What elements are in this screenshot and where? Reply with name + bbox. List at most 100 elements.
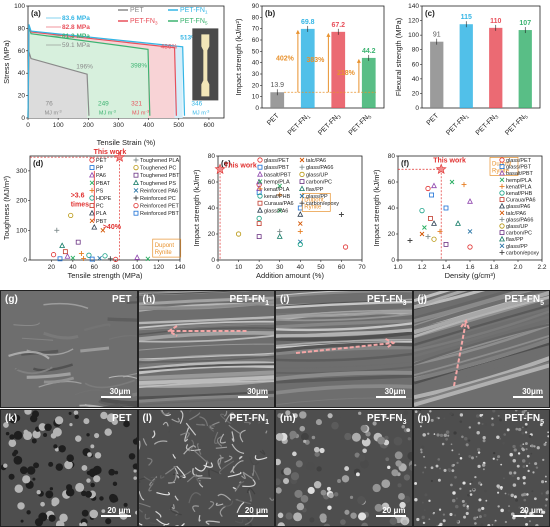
bar <box>430 41 444 109</box>
texture-grain <box>209 421 220 430</box>
texture-grain <box>437 524 441 526</box>
texture-grain <box>423 466 426 469</box>
x-tick-label: 80 <box>112 264 120 271</box>
impact-strength-chart: 0 10 20 30 40 50 60 70 80 90 Impact strength (kJ/m… <box>234 3 385 138</box>
category-label: PET-FN5 <box>348 112 374 138</box>
texture-grain <box>421 471 424 474</box>
texture-grain <box>486 524 490 526</box>
texture-grain <box>319 513 327 521</box>
texture-stroke <box>100 397 137 405</box>
texture-grain <box>414 410 417 414</box>
y-tick-label: 90 <box>252 3 260 10</box>
panel-label-a: (a) <box>31 9 41 18</box>
energy-value: 321 <box>131 101 142 108</box>
texture-grain <box>477 498 482 502</box>
texture-grain <box>522 509 527 513</box>
texture-grain <box>351 432 361 442</box>
texture-grain <box>415 517 419 522</box>
texture-stroke <box>276 313 412 322</box>
legend-entry: glass/UP <box>506 224 528 230</box>
texture-grain <box>544 498 548 501</box>
texture-grain <box>403 410 409 416</box>
legend-entry: glass/PBT <box>264 165 290 171</box>
legend-entry: flax/PP <box>506 237 524 243</box>
texture-grain <box>179 410 183 424</box>
scale-bar-label: 30μm <box>247 387 268 396</box>
texture-stroke <box>107 317 137 322</box>
elongation-label: 486% <box>161 44 178 51</box>
texture-grain <box>511 444 516 449</box>
elongation-label: 196% <box>76 64 93 71</box>
data-point <box>297 239 303 245</box>
texture-grain <box>460 435 464 439</box>
data-point <box>89 256 95 262</box>
texture-grain <box>418 410 421 412</box>
texture-grain <box>442 417 445 420</box>
y-tick-label: 60 <box>252 37 260 44</box>
texture-grain <box>195 423 205 426</box>
texture-grain <box>13 430 23 440</box>
legend-marker <box>133 157 139 163</box>
dupont-label: Dupont <box>304 197 324 203</box>
texture-grain <box>231 443 244 454</box>
texture-grain <box>462 503 466 507</box>
texture-stroke <box>413 291 514 320</box>
sem-panel-label: (m) <box>280 413 296 424</box>
sem-image-i: (i) PET-FN3 30μm <box>275 290 413 408</box>
texture-grain <box>223 410 227 417</box>
texture-grain <box>532 445 536 448</box>
texture-stroke <box>413 291 527 323</box>
texture-grain <box>135 437 137 442</box>
x-tick-label: 0 <box>216 264 220 271</box>
texture-grain <box>525 512 527 515</box>
x-tick-label: 1.6 <box>465 264 474 271</box>
legend-marker <box>257 193 263 199</box>
this-work-star <box>114 151 126 162</box>
texture-grain <box>523 410 527 412</box>
bar-value-label: 107 <box>519 20 531 27</box>
sem-sample-title: PET <box>112 413 132 424</box>
texture-grain <box>476 464 481 468</box>
texture-grain <box>420 421 423 424</box>
texture-grain <box>475 455 477 458</box>
texture-grain <box>362 448 367 454</box>
texture-stroke <box>138 375 275 385</box>
texture-stroke <box>413 315 550 358</box>
texture-grain <box>484 423 487 426</box>
texture-stroke <box>276 397 412 406</box>
legend-entry: Toughened PC <box>140 166 176 172</box>
plot-frame <box>261 5 385 109</box>
legend-entry: PC <box>96 204 104 210</box>
energy-unit: MJ m-3 <box>132 109 150 117</box>
data-point <box>277 192 283 198</box>
texture-grain <box>236 501 244 514</box>
x-tick-label: 30 <box>276 264 284 271</box>
texture-grain <box>495 458 498 461</box>
legend-entry: glass/PP <box>506 244 528 250</box>
data-point <box>455 220 461 226</box>
texture-grain <box>224 412 234 423</box>
texture-grain <box>277 413 283 419</box>
data-point <box>102 253 108 259</box>
texture-grain <box>314 451 320 457</box>
texture-stroke <box>13 366 51 372</box>
texture-grain <box>53 444 58 449</box>
texture-grain <box>12 452 17 457</box>
texture-grain <box>104 428 112 436</box>
bar-value-label: 115 <box>461 14 472 21</box>
texture-stroke <box>138 303 275 311</box>
sem-panel-label: (h) <box>142 294 156 305</box>
texture-grain <box>534 523 539 526</box>
texture-grain <box>403 495 411 503</box>
texture-grain <box>496 455 500 459</box>
texture-grain <box>81 509 89 517</box>
texture-grain <box>446 434 449 437</box>
texture-grain <box>311 435 316 440</box>
texture-grain <box>5 431 10 436</box>
legend-entry: Curaua/PA6 <box>506 198 536 204</box>
data-point <box>145 256 151 262</box>
texture-stroke <box>138 353 275 363</box>
sem-texture <box>276 291 412 406</box>
texture-grain <box>90 482 95 488</box>
dupont-box <box>152 238 182 258</box>
